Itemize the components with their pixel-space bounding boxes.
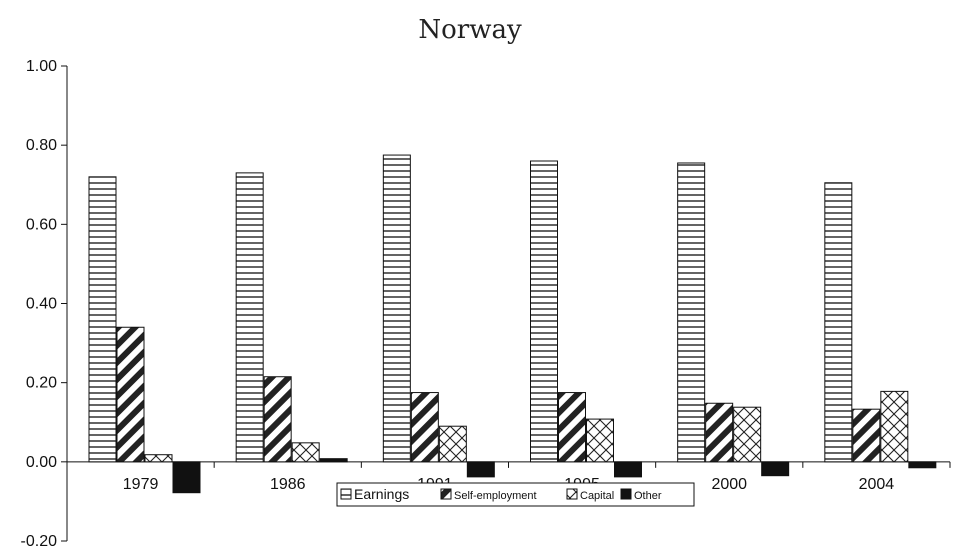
bar-earnings-1979 [88, 176, 117, 463]
y-tick-label: 0.20 [26, 375, 57, 392]
y-tick-label: 0.00 [26, 454, 57, 471]
legend-swatch [340, 488, 352, 500]
bar-earnings-1995 [530, 160, 558, 463]
bar-other-1979 [172, 461, 201, 494]
legend-swatch [440, 488, 452, 500]
bar-self-employment-1979 [116, 326, 145, 463]
bar-other-1995 [614, 461, 642, 478]
y-axis: 1.00 0.80 0.60 0.40 0.20 0.00 -0.20 [21, 58, 68, 550]
legend-swatch [566, 488, 578, 500]
y-tick-label: 1.00 [26, 58, 57, 75]
bar-earnings-2004 [824, 182, 853, 463]
bar-capital-1979 [144, 454, 173, 463]
bar-capital-1991 [438, 425, 467, 463]
category-label: 2000 [711, 476, 747, 493]
bar-other-2000 [761, 461, 790, 477]
category-label: 2004 [859, 476, 895, 493]
bar-self-employment-1995 [558, 392, 586, 463]
y-tick-label: -0.20 [21, 533, 58, 550]
x-axis [66, 461, 951, 468]
bar-earnings-2000 [677, 162, 706, 463]
bar-self-employment-1991 [410, 392, 439, 463]
chart-title: Norway [418, 15, 522, 45]
category-label: 1979 [123, 476, 159, 493]
y-tick-label: 0.80 [26, 137, 57, 154]
bar-earnings-1986 [235, 172, 264, 463]
bar-other-2004 [908, 461, 937, 469]
bar-self-employment-1986 [263, 376, 292, 463]
category-labels: 197919861991199520002004 [123, 476, 895, 493]
bars [88, 154, 937, 494]
legend-label: Other [634, 490, 662, 502]
category-label: 1986 [270, 476, 306, 493]
bar-capital-2004 [880, 390, 909, 463]
bar-capital-2000 [733, 406, 762, 463]
bar-other-1991 [466, 461, 495, 478]
bar-self-employment-2000 [705, 402, 734, 463]
bar-capital-1995 [586, 418, 614, 463]
legend-label: Capital [580, 490, 614, 502]
legend-box [336, 482, 695, 507]
bar-capital-1986 [291, 442, 320, 463]
y-tick-label: 0.60 [26, 216, 57, 233]
y-tick-label: 0.40 [26, 296, 57, 313]
bar-other-1986 [319, 458, 348, 463]
legend-label: Earnings [354, 486, 409, 502]
bar-earnings-1991 [382, 154, 411, 463]
legend-swatch [620, 488, 632, 500]
legend: Earnings Self-employment Capital Other [336, 482, 695, 507]
legend-label: Self-employment [454, 490, 537, 502]
bar-self-employment-2004 [852, 408, 881, 463]
